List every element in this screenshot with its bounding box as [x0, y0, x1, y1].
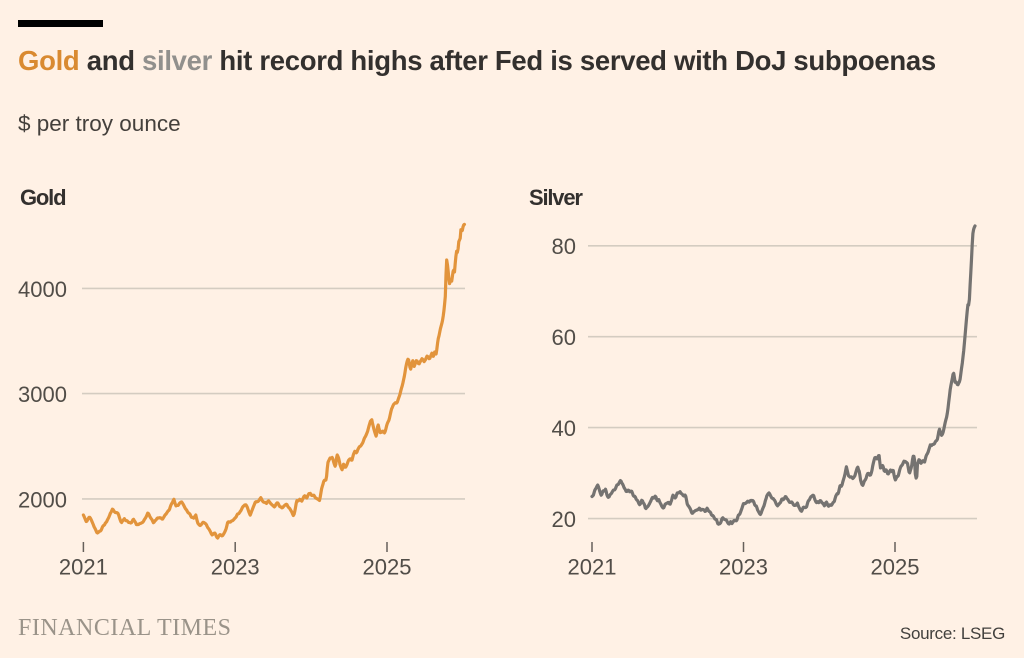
svg-text:2023: 2023	[211, 555, 260, 580]
svg-text:2025: 2025	[871, 555, 920, 580]
svg-text:2021: 2021	[59, 555, 108, 580]
svg-text:4000: 4000	[18, 277, 67, 302]
svg-text:80: 80	[552, 234, 576, 259]
svg-text:2025: 2025	[363, 555, 412, 580]
svg-text:3000: 3000	[18, 382, 67, 407]
svg-text:20: 20	[552, 507, 576, 532]
svg-text:2000: 2000	[18, 487, 67, 512]
svg-text:2021: 2021	[568, 555, 617, 580]
svg-text:2023: 2023	[719, 555, 768, 580]
svg-text:40: 40	[552, 416, 576, 441]
svg-text:60: 60	[552, 325, 576, 350]
